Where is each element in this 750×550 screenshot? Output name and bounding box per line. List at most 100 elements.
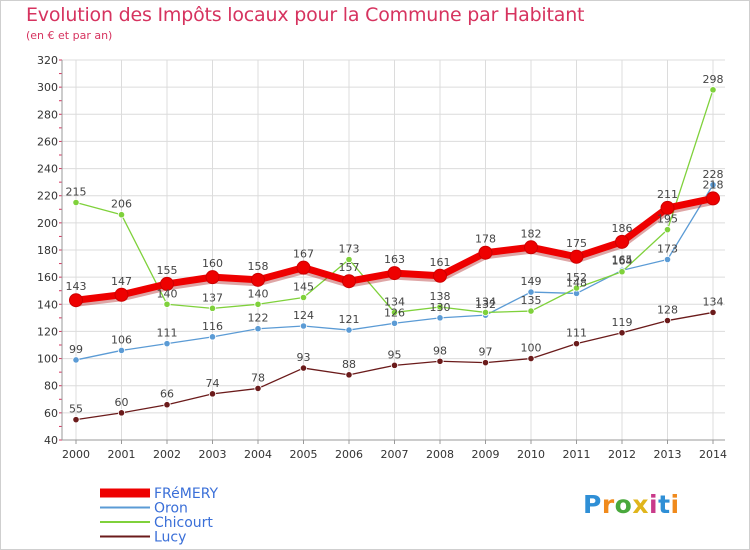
- data-point: [208, 304, 217, 312]
- data-label: 116: [202, 320, 223, 333]
- data-label: 164: [612, 255, 633, 268]
- data-label: 97: [479, 346, 493, 359]
- y-tick-label: 60: [44, 407, 58, 420]
- data-label: 88: [342, 358, 356, 371]
- data-point: [342, 274, 356, 289]
- y-tick-label: 120: [37, 325, 58, 338]
- data-point: [572, 340, 581, 348]
- y-tick-label: 300: [37, 81, 58, 94]
- data-point: [163, 340, 171, 348]
- data-label: 134: [384, 295, 405, 308]
- data-label: 106: [111, 333, 132, 346]
- data-point: [390, 319, 399, 327]
- data-point: [436, 314, 444, 322]
- legend-label: Chicourt: [154, 515, 213, 531]
- x-tick-label: 2014: [699, 448, 727, 461]
- data-point: [481, 308, 490, 317]
- data-label: 74: [206, 377, 220, 390]
- y-tick-label: 280: [37, 108, 58, 121]
- data-label: 298: [703, 73, 724, 86]
- data-point: [163, 401, 171, 409]
- proxiti-logo: Proxiti: [583, 490, 680, 519]
- logo-letter: x: [632, 490, 649, 519]
- y-tick-label: 140: [37, 298, 58, 311]
- logo-letter: P: [583, 490, 602, 519]
- data-label: 152: [566, 271, 587, 284]
- data-label: 161: [430, 256, 451, 269]
- data-label: 215: [66, 186, 87, 199]
- logo-letter: r: [601, 490, 615, 519]
- data-point: [69, 293, 83, 308]
- y-tick-label: 40: [44, 434, 58, 447]
- data-point: [114, 287, 129, 302]
- x-tick-label: 2009: [472, 448, 500, 461]
- x-tick-label: 2006: [335, 448, 363, 461]
- y-tick-label: 180: [37, 244, 58, 257]
- data-point: [72, 198, 80, 207]
- data-point: [524, 240, 538, 255]
- logo-letter: o: [614, 490, 633, 519]
- y-tick-label: 320: [37, 54, 58, 67]
- data-label: 135: [521, 294, 542, 307]
- data-point: [436, 303, 444, 311]
- data-label: 160: [202, 257, 223, 270]
- data-label: 134: [475, 295, 496, 308]
- grid-layer: [62, 59, 725, 441]
- data-point: [208, 333, 217, 341]
- x-tick-label: 2005: [290, 448, 318, 461]
- data-point: [345, 371, 353, 379]
- data-label: 165: [612, 253, 633, 266]
- data-label: 93: [297, 351, 311, 364]
- legend-label: FRéMERY: [154, 486, 219, 502]
- data-label: 175: [566, 237, 587, 250]
- data-point: [663, 255, 672, 264]
- data-label: 98: [433, 344, 447, 357]
- legend-label: Lucy: [154, 530, 186, 546]
- data-label: 173: [657, 243, 678, 256]
- y-tick-label: 220: [37, 190, 58, 203]
- data-point: [345, 255, 353, 264]
- data-label: 132: [475, 298, 496, 311]
- data-label: 140: [157, 287, 178, 300]
- x-tick-label: 2013: [654, 448, 682, 461]
- y-tick-label: 200: [37, 217, 58, 230]
- x-tick-label: 2003: [199, 448, 227, 461]
- axis-layer: 40 60 80 100 120 140 160 180 200 220 240 260 280 300 3…: [37, 54, 727, 461]
- data-point: [527, 307, 535, 315]
- data-point: [208, 390, 217, 398]
- data-label: 111: [566, 327, 587, 340]
- data-point: [345, 326, 353, 334]
- data-point: [433, 268, 447, 283]
- data-point: [436, 357, 444, 365]
- data-label: 228: [703, 168, 724, 181]
- data-point: [615, 234, 629, 249]
- data-label: 130: [430, 301, 451, 314]
- data-point: [205, 270, 220, 285]
- y-tick-label: 100: [37, 353, 58, 366]
- y-tick-label: 240: [37, 163, 58, 176]
- data-point: [117, 346, 126, 355]
- data-label: 78: [251, 371, 265, 384]
- data-label: 138: [430, 290, 451, 303]
- logo-letter: i: [649, 490, 659, 519]
- data-point: [663, 316, 672, 325]
- data-label: 218: [703, 178, 724, 191]
- data-point: [709, 86, 717, 94]
- data-point: [660, 200, 675, 215]
- data-label: 163: [384, 253, 405, 266]
- data-label: 124: [293, 309, 314, 322]
- data-label: 178: [475, 233, 496, 246]
- data-point: [478, 245, 493, 260]
- data-point: [296, 260, 311, 275]
- data-label: 211: [657, 188, 678, 201]
- data-label: 157: [339, 261, 360, 274]
- x-tick-label: 2001: [108, 448, 136, 461]
- data-point: [117, 409, 126, 417]
- chart-title: Evolution des Impôts locaux pour la Comm…: [26, 4, 585, 26]
- logo-letter: t: [658, 490, 671, 519]
- data-label: 66: [160, 388, 174, 401]
- data-label: 55: [69, 403, 83, 416]
- data-label: 182: [521, 227, 542, 240]
- x-tick-label: 2011: [563, 448, 591, 461]
